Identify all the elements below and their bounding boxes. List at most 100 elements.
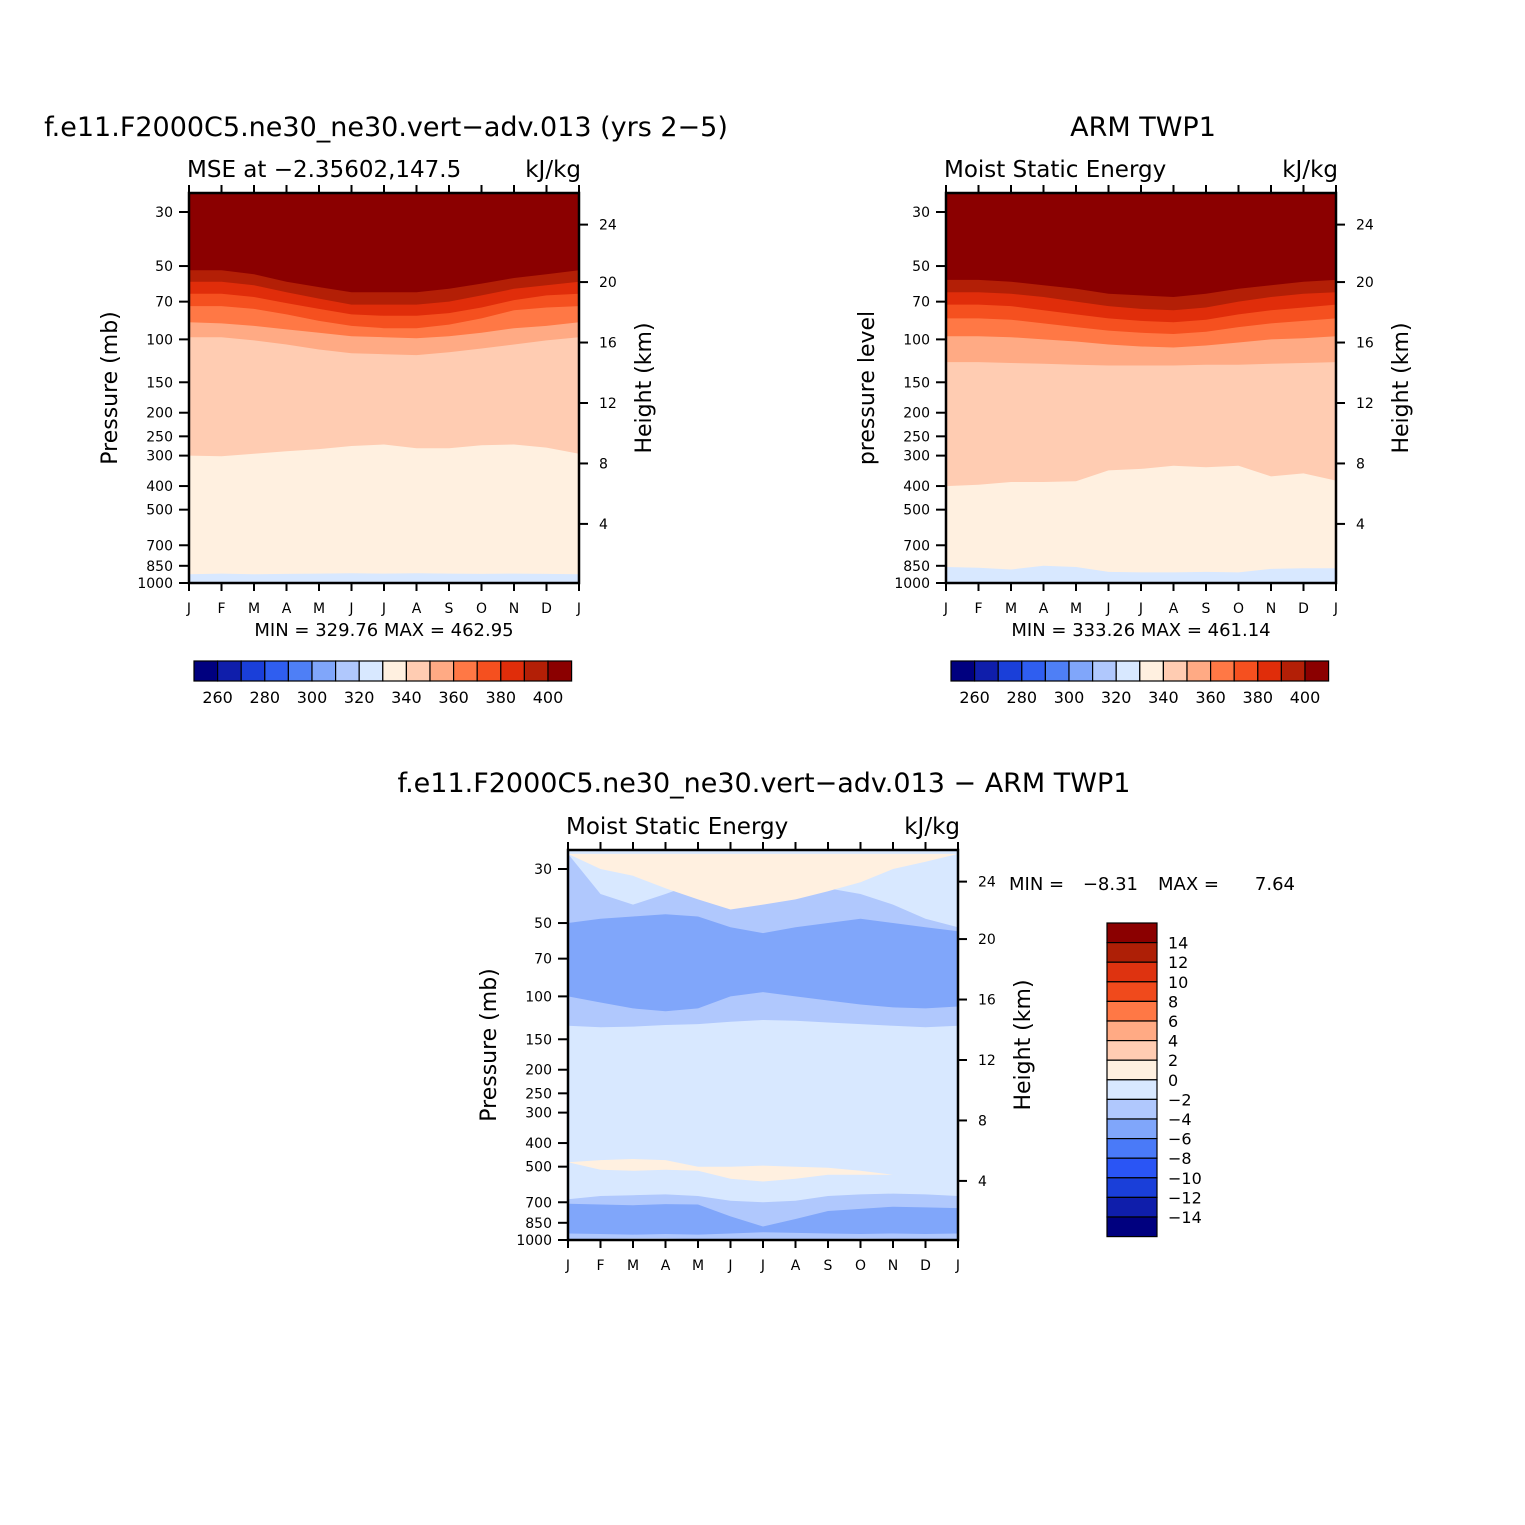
y-tick-label: 400 xyxy=(903,479,930,495)
y2-tick-label: 16 xyxy=(978,993,996,1009)
y-tick-label: 400 xyxy=(525,1136,552,1152)
x-tick-label: O xyxy=(476,601,487,617)
x-tick-label: N xyxy=(509,601,519,617)
colorbar-label: 340 xyxy=(391,688,422,707)
y-tick-label: 150 xyxy=(525,1032,552,1048)
colorbar-label: −2 xyxy=(1168,1090,1192,1109)
colorbar-box xyxy=(429,660,455,682)
colorbar-box xyxy=(1233,660,1259,682)
y-tick-label: 850 xyxy=(146,559,173,575)
y-tick-label: 30 xyxy=(155,205,173,221)
y-tick-label: 100 xyxy=(146,332,173,348)
y-tick-label: 50 xyxy=(155,259,173,275)
colorbar-label: 12 xyxy=(1168,953,1188,972)
colorbar-box xyxy=(1139,660,1165,682)
colorbar-box xyxy=(1106,1020,1158,1042)
colorbar-label: 260 xyxy=(959,688,990,707)
colorbar-label: −4 xyxy=(1168,1110,1192,1129)
colorbar-label: 360 xyxy=(1195,688,1226,707)
colorbar-label: 400 xyxy=(533,688,564,707)
x-tick-label: J xyxy=(1138,601,1143,617)
colorbar-box xyxy=(1280,660,1306,682)
x-tick-label: J xyxy=(576,601,581,617)
y2-tick-label: 8 xyxy=(599,456,608,472)
x-tick-label: M xyxy=(627,1258,639,1274)
colorbar-box xyxy=(547,660,573,682)
x-tick-label: S xyxy=(445,601,454,617)
y-tick-label: 400 xyxy=(146,479,173,495)
y2-tick-label: 8 xyxy=(978,1113,987,1129)
colorbar-box xyxy=(453,660,478,682)
colorbar-box xyxy=(287,660,313,682)
colorbar-box xyxy=(1106,961,1158,983)
y-tick-label: 50 xyxy=(534,916,552,932)
y-tick-label: 150 xyxy=(903,375,930,391)
contour-band xyxy=(189,444,579,583)
contour-fills xyxy=(189,193,579,583)
panel-units: kJ/kg xyxy=(1282,157,1338,183)
y-tick-label: 150 xyxy=(146,375,173,391)
colorbar-box xyxy=(1106,1157,1158,1179)
panel-title: f.e11.F2000C5.ne30_ne30.vert−adv.013 − A… xyxy=(398,768,1131,799)
x-tick-label: J xyxy=(943,601,948,617)
colorbar-box xyxy=(1106,1137,1158,1159)
y-tick-label: 30 xyxy=(534,862,552,878)
y2-tick-label: 4 xyxy=(599,517,608,533)
y2-tick-label: 8 xyxy=(1356,456,1365,472)
x-tick-label: M xyxy=(313,601,325,617)
colorbar-box xyxy=(217,660,242,682)
panel-title: f.e11.F2000C5.ne30_ne30.vert−adv.013 (yr… xyxy=(44,112,728,143)
contour-fills xyxy=(568,850,958,1240)
y-tick-label: 100 xyxy=(903,332,930,348)
y-axis-label: pressure level xyxy=(855,311,880,465)
x-tick-label: S xyxy=(824,1258,833,1274)
y-tick-label: 250 xyxy=(903,429,930,445)
colorbar-label: 280 xyxy=(250,688,281,707)
x-tick-label: D xyxy=(1298,601,1309,617)
y-tick-label: 70 xyxy=(155,295,173,311)
max-value: 7.64 xyxy=(1255,874,1295,895)
colorbar-box xyxy=(1115,660,1141,682)
contour-band xyxy=(946,465,1336,583)
y-axis-label: Pressure (mb) xyxy=(477,968,502,1122)
colorbar-box xyxy=(476,660,502,682)
y2-tick-label: 16 xyxy=(1356,336,1374,352)
y-tick-label: 700 xyxy=(525,1195,552,1211)
y2-axis-label: Height (km) xyxy=(632,322,657,453)
panel-units: kJ/kg xyxy=(525,157,581,183)
y-tick-label: 500 xyxy=(525,1160,552,1176)
x-tick-label: J xyxy=(348,601,353,617)
y-tick-label: 70 xyxy=(912,295,930,311)
colorbar-box xyxy=(997,660,1023,682)
x-tick-label: J xyxy=(381,601,386,617)
x-tick-label: J xyxy=(186,601,191,617)
colorbar-box xyxy=(1106,1098,1158,1120)
colorbar-box xyxy=(382,660,407,682)
x-tick-label: F xyxy=(974,601,982,617)
y-tick-label: 300 xyxy=(903,449,930,465)
y2-tick-label: 24 xyxy=(978,875,996,891)
colorbar-label: 2 xyxy=(1168,1051,1178,1070)
colorbar-box xyxy=(311,660,337,682)
colorbar-box xyxy=(1106,981,1158,1002)
y-tick-label: 200 xyxy=(525,1063,552,1079)
y-tick-label: 250 xyxy=(146,429,173,445)
x-tick-label: J xyxy=(727,1258,732,1274)
colorbar-label: −6 xyxy=(1168,1130,1192,1149)
colorbar-box xyxy=(335,660,360,682)
colorbar-label: −14 xyxy=(1168,1208,1202,1227)
y-tick-label: 30 xyxy=(912,205,930,221)
x-tick-label: A xyxy=(791,1258,801,1274)
colorbar-label: 300 xyxy=(297,688,328,707)
y2-tick-label: 16 xyxy=(599,336,617,352)
colorbar-label: 6 xyxy=(1168,1012,1178,1031)
y2-tick-label: 4 xyxy=(1356,517,1365,533)
y2-axis-label: Height (km) xyxy=(1011,979,1036,1110)
x-tick-label: O xyxy=(855,1258,866,1274)
x-tick-label: D xyxy=(541,601,552,617)
x-tick-label: A xyxy=(282,601,292,617)
panel-subtitle-left: Moist Static Energy xyxy=(944,157,1166,183)
colorbar-box xyxy=(1106,1216,1158,1238)
y-tick-label: 1000 xyxy=(894,576,930,592)
